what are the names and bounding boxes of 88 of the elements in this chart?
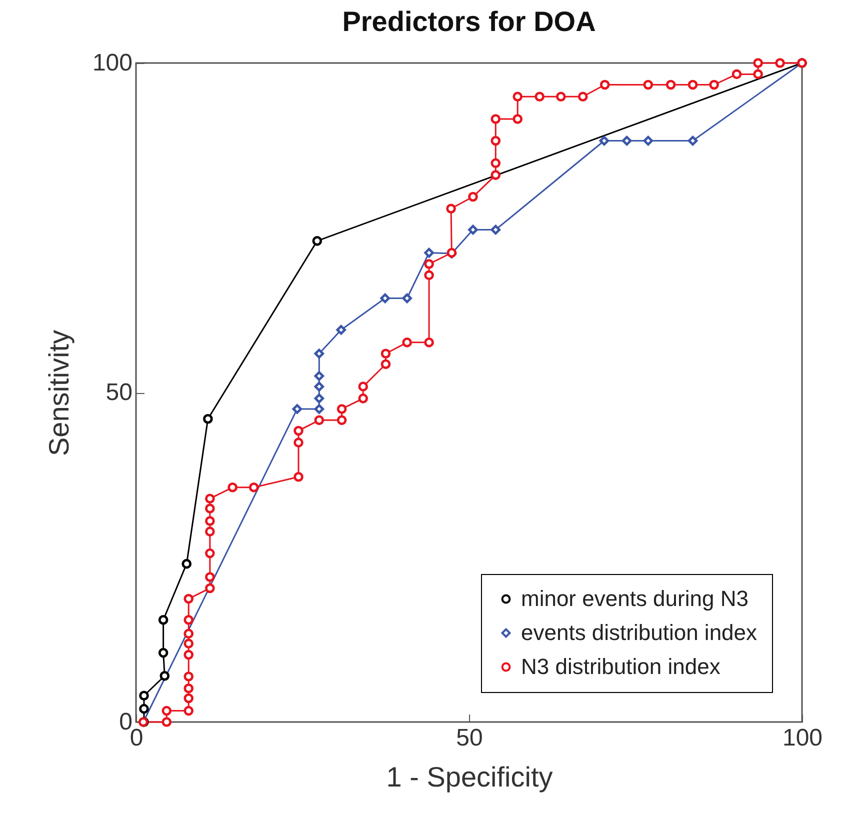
point (184, 683, 194, 694)
point (490, 136, 501, 146)
point (182, 558, 192, 569)
legend-label: events distribution index (521, 620, 758, 645)
point (184, 693, 194, 704)
point (490, 158, 501, 168)
point (468, 224, 478, 235)
point (468, 192, 478, 202)
point (336, 415, 347, 426)
point (732, 69, 742, 80)
point (139, 690, 149, 701)
point (228, 482, 238, 492)
x-tick-label: 50 (456, 724, 483, 752)
y-axis-title: Sensitivity (43, 330, 74, 456)
y-tick-label: 100 (92, 50, 132, 76)
point (184, 628, 194, 639)
point (622, 136, 632, 146)
point (205, 504, 215, 514)
point (358, 394, 368, 404)
point (314, 348, 324, 359)
point (160, 670, 170, 681)
point (490, 114, 501, 124)
point (158, 648, 168, 658)
point (753, 69, 763, 80)
point (294, 438, 304, 448)
point (512, 114, 523, 124)
point (184, 672, 194, 682)
point (402, 338, 412, 348)
point (753, 58, 763, 68)
point (424, 270, 434, 280)
point (312, 236, 322, 246)
point (599, 136, 610, 146)
point (556, 92, 566, 102)
point (336, 324, 346, 335)
point (184, 614, 194, 625)
point (162, 717, 172, 727)
point (292, 404, 302, 414)
point (184, 638, 194, 648)
point (490, 224, 501, 235)
point (184, 594, 194, 604)
x-tick-label: 100 (782, 724, 823, 752)
point (380, 293, 390, 304)
point (578, 92, 588, 102)
point (643, 136, 654, 146)
point (205, 572, 215, 582)
point (512, 92, 523, 102)
point (424, 248, 434, 258)
point (358, 382, 368, 392)
y-tick-label: 50 (106, 379, 132, 406)
point (643, 80, 654, 90)
point (534, 92, 545, 102)
point (688, 136, 698, 146)
point (314, 404, 324, 414)
point (205, 548, 215, 558)
point (205, 526, 215, 536)
point (424, 259, 434, 269)
x-axis-title: 1 - Specificity (386, 762, 553, 792)
point (203, 414, 213, 424)
point (314, 415, 324, 426)
point (314, 382, 324, 392)
point (205, 494, 215, 504)
point (380, 348, 391, 359)
point (775, 58, 785, 68)
point (666, 80, 676, 90)
point (402, 293, 412, 304)
point (424, 338, 434, 348)
point (490, 170, 501, 180)
point (380, 359, 391, 370)
point (158, 614, 168, 625)
point (205, 516, 215, 526)
point (184, 650, 194, 660)
point (184, 706, 194, 716)
legend-label: minor events during N3 (521, 586, 748, 611)
point (446, 204, 456, 214)
point (294, 472, 304, 482)
point (688, 80, 698, 90)
point (162, 706, 172, 716)
point (205, 583, 215, 594)
legend-label: N3 distribution index (521, 654, 720, 679)
point (600, 80, 610, 90)
point (314, 371, 324, 381)
point (248, 482, 259, 492)
point (314, 394, 324, 404)
chart-title: Predictors for DOA (342, 6, 596, 37)
point (336, 404, 347, 414)
point (709, 80, 719, 90)
point (294, 426, 304, 436)
point (139, 704, 149, 714)
